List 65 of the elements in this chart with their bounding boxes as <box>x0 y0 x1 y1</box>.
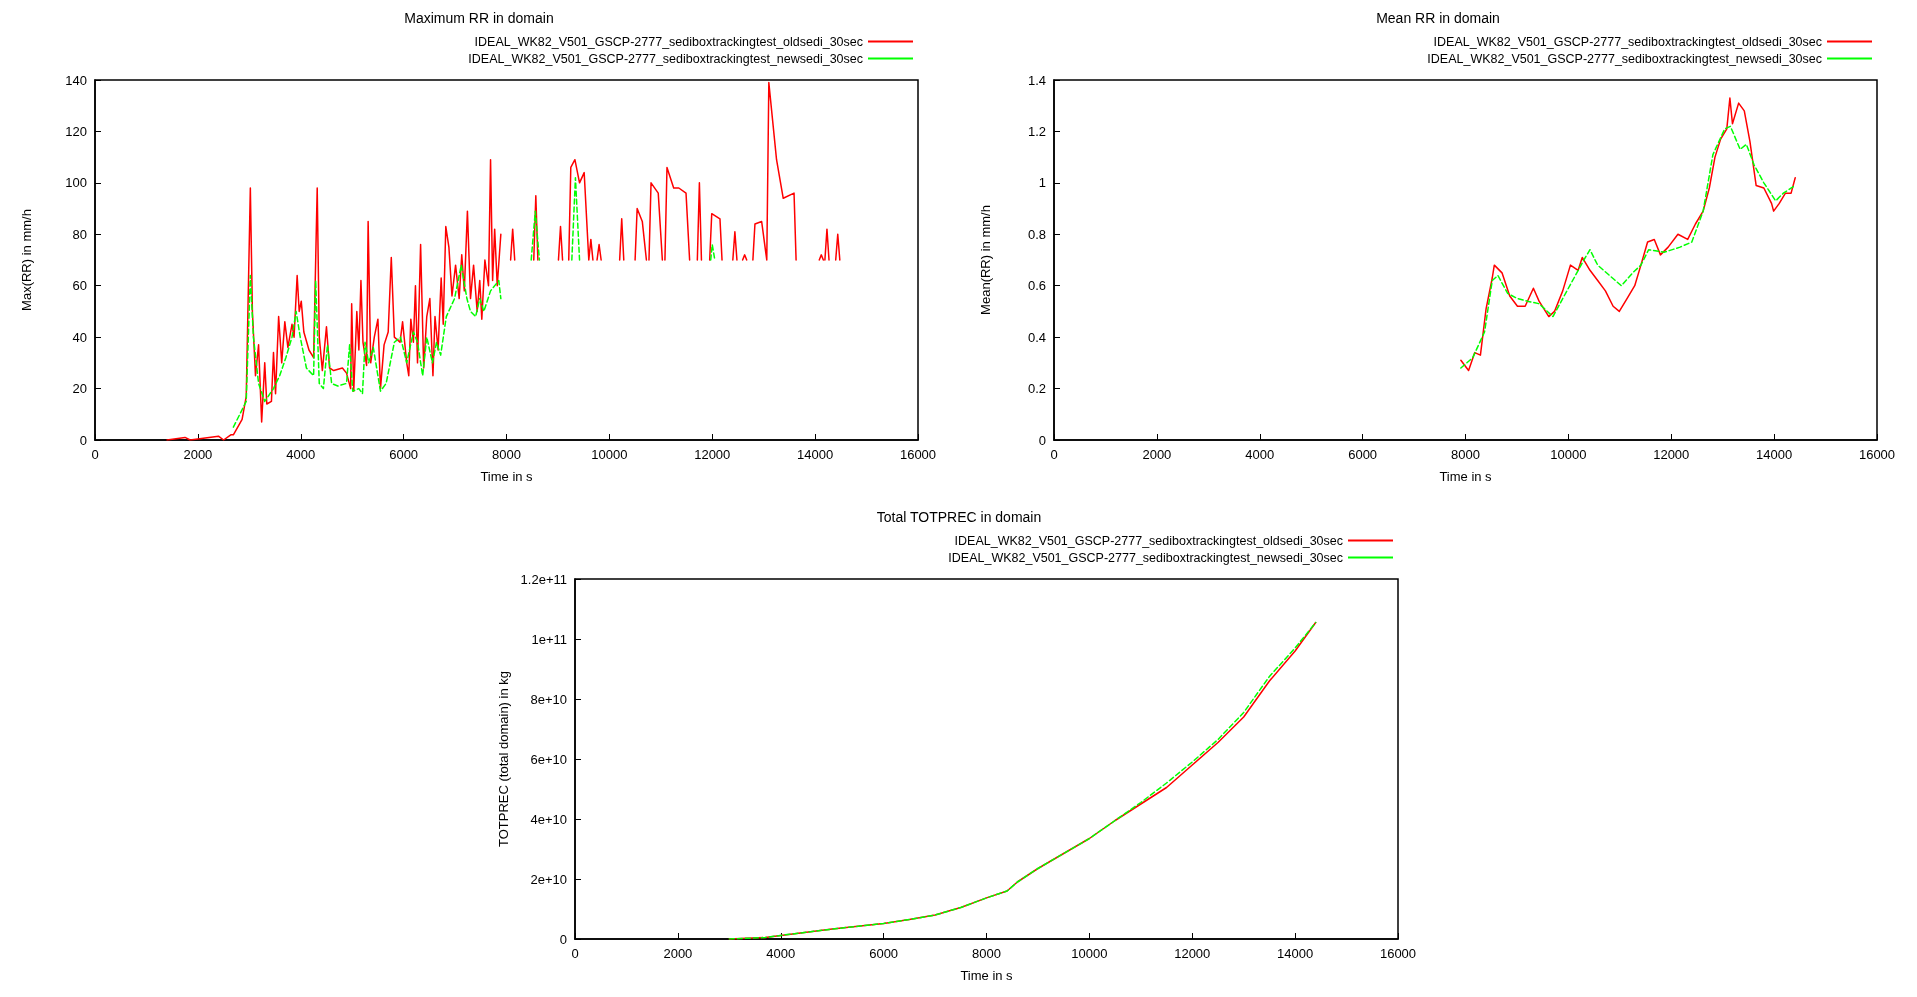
x-tick-label: 8000 <box>972 946 1001 961</box>
y-axis-title: Mean(RR) in mm/h <box>978 205 993 315</box>
y-tick-label: 8e+10 <box>530 691 567 707</box>
y-tick-label: 140 <box>65 72 87 88</box>
y-tick-label: 1 <box>1038 175 1046 191</box>
x-tick-label: 12000 <box>1653 447 1690 462</box>
x-tick-label: 0 <box>91 447 99 462</box>
y-tick-label: 1e+11 <box>531 631 567 647</box>
x-tick-label: 12000 <box>694 447 731 462</box>
x-axis-title: Time in s <box>480 469 534 484</box>
x-tick-label: 8000 <box>1451 447 1480 462</box>
x-tick-label: 4000 <box>1245 447 1275 462</box>
legend-label: IDEAL_WK82_V501_GSCP-2777_sediboxtrackingtest_newsedi_30sec <box>1427 51 1822 66</box>
legend-label: IDEAL_WK82_V501_GSCP-2777_sediboxtrackingtest_oldsedi_30sec <box>474 34 863 49</box>
x-tick-label: 2000 <box>663 946 693 961</box>
y-tick-label: 1.2 <box>1027 123 1046 139</box>
y-tick-label: 0.2 <box>1027 381 1046 397</box>
y-axis-title: TOTPREC (total domain) in kg <box>495 670 511 848</box>
x-tick-label: 12000 <box>1174 946 1211 961</box>
y-tick-label: 0.8 <box>1027 226 1046 242</box>
x-tick-label: 2000 <box>183 447 213 462</box>
x-tick-label: 2000 <box>1142 447 1172 462</box>
legend-label: IDEAL_WK82_V501_GSCP-2777_sediboxtrackingtest_oldsedi_30sec <box>954 533 1343 548</box>
x-tick-label: 10000 <box>1550 447 1587 462</box>
x-tick-label: 14000 <box>1756 447 1793 462</box>
x-tick-label: 8000 <box>492 447 521 462</box>
y-tick-label: 80 <box>72 226 87 242</box>
x-tick-label: 6000 <box>869 946 899 961</box>
y-tick-label: 2e+10 <box>530 871 567 887</box>
chart-title: Total TOTPREC in domain <box>876 509 1042 525</box>
x-tick-label: 6000 <box>389 447 419 462</box>
legend-label: IDEAL_WK82_V501_GSCP-2777_sediboxtrackingtest_newsedi_30sec <box>948 550 1343 565</box>
chart-title: Mean RR in domain <box>1376 10 1500 26</box>
x-tick-label: 0 <box>571 946 579 961</box>
x-tick-label: 4000 <box>766 946 796 961</box>
x-tick-label: 16000 <box>1858 447 1896 462</box>
x-tick-label: 16000 <box>1379 946 1417 961</box>
y-tick-label: 20 <box>72 381 87 397</box>
y-tick-label: 40 <box>72 329 87 345</box>
y-tick-label: 1.2e+11 <box>520 571 567 587</box>
y-tick-label: 120 <box>65 123 87 139</box>
x-axis-title: Time in s <box>1439 469 1493 484</box>
chart-title: Maximum RR in domain <box>404 10 554 26</box>
y-axis-title: Max(RR) in mm/h <box>19 209 34 311</box>
x-tick-label: 10000 <box>591 447 628 462</box>
y-tick-label: 0 <box>1038 432 1046 448</box>
x-axis-title: Time in s <box>960 968 1014 983</box>
y-tick-label: 100 <box>65 175 87 191</box>
x-tick-label: 4000 <box>286 447 316 462</box>
legend-label: IDEAL_WK82_V501_GSCP-2777_sediboxtrackingtest_oldsedi_30sec <box>1433 34 1822 49</box>
legend-label: IDEAL_WK82_V501_GSCP-2777_sediboxtrackingtest_newsedi_30sec <box>468 51 863 66</box>
y-tick-label: 0 <box>559 931 567 947</box>
x-tick-label: 14000 <box>797 447 834 462</box>
y-tick-label: 6e+10 <box>530 751 567 767</box>
y-tick-label: 0 <box>79 432 87 448</box>
y-tick-label: 0.6 <box>1027 278 1046 294</box>
y-tick-label: 0.4 <box>1027 329 1046 345</box>
x-tick-label: 0 <box>1050 447 1058 462</box>
x-tick-label: 14000 <box>1277 946 1314 961</box>
x-tick-label: 6000 <box>1348 447 1378 462</box>
y-tick-label: 4e+10 <box>530 811 567 827</box>
x-tick-label: 16000 <box>899 447 937 462</box>
x-tick-label: 10000 <box>1071 946 1108 961</box>
y-tick-label: 1.4 <box>1027 72 1046 88</box>
y-tick-label: 60 <box>72 278 87 294</box>
